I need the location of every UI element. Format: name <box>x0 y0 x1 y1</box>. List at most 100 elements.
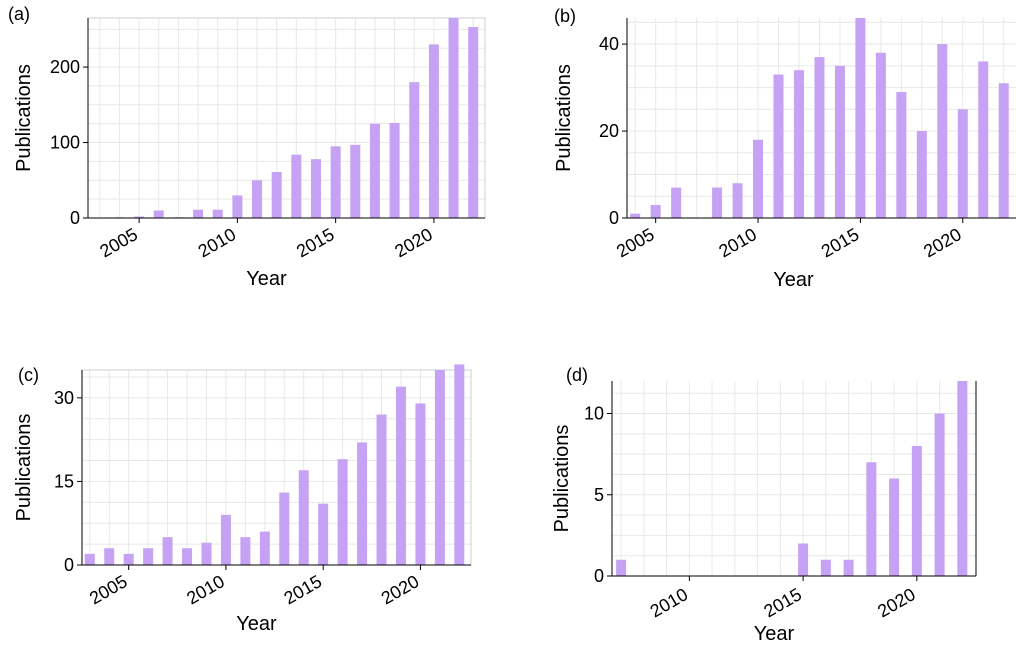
x-tick-label: 2020 <box>378 571 423 608</box>
x-tick-label: 2015 <box>280 571 325 608</box>
bar-2013 <box>291 154 302 218</box>
y-axis-title: Publications <box>551 425 573 533</box>
bar-2015 <box>798 543 809 576</box>
x-tick-label: 2010 <box>715 224 760 261</box>
y-tick-label: 10 <box>584 404 604 424</box>
bar-2015 <box>855 18 866 218</box>
bar-2020 <box>428 44 439 218</box>
bar-2021 <box>934 413 945 576</box>
bar-2022 <box>454 364 465 565</box>
bar-2020 <box>415 403 426 565</box>
y-tick-label: 100 <box>50 133 80 153</box>
bar-2016 <box>875 52 886 218</box>
bar-2017 <box>843 559 854 576</box>
bar-2007 <box>162 537 173 565</box>
bar-2017 <box>357 442 368 565</box>
x-axis-title: Year <box>754 623 795 645</box>
y-axis-title: Publications <box>13 414 35 522</box>
x-tick-label: 2015 <box>818 224 863 261</box>
bar-2020 <box>957 109 968 218</box>
bar-2018 <box>916 131 927 218</box>
bar-2006 <box>143 548 154 565</box>
bar-2006 <box>153 210 164 218</box>
bar-2020 <box>911 446 922 576</box>
y-tick-label: 40 <box>599 34 619 54</box>
bar-2012 <box>271 171 282 218</box>
x-tick-label: 2015 <box>293 224 338 261</box>
bar-2022 <box>468 27 479 218</box>
bar-2019 <box>409 82 420 218</box>
x-axis-title: Year <box>773 269 814 291</box>
plot-frame <box>81 369 472 566</box>
bar-2011 <box>773 74 784 219</box>
y-axis-title: Publications <box>553 64 575 172</box>
bar-2013 <box>279 492 290 565</box>
panel-c-plot: 0 15 30 2005 2010 2015 2020 Year Publications <box>13 364 472 635</box>
panel-a-plot: 0 100 200 2005 2010 2015 2020 Year Publications <box>13 17 486 290</box>
y-tick-label: 0 <box>64 555 74 575</box>
bar-2022 <box>998 83 1009 218</box>
bar-2016 <box>337 459 348 565</box>
bar-2021 <box>978 61 989 219</box>
bar-2014 <box>310 159 321 218</box>
bar-2017 <box>896 91 907 218</box>
x-tick-label: 2010 <box>647 584 692 621</box>
x-tick-label: 2010 <box>183 571 228 608</box>
panel-c-label: (c) <box>18 365 39 385</box>
y-tick-label: 20 <box>599 121 619 141</box>
bar-2011 <box>252 180 263 218</box>
bar-2005 <box>123 553 134 565</box>
bar-2008 <box>712 187 723 218</box>
bar-2014 <box>834 65 845 219</box>
bar-2015 <box>330 146 341 218</box>
bar-2019 <box>395 386 406 565</box>
x-tick-label: 2005 <box>96 224 141 261</box>
x-tick-label: 2005 <box>613 224 658 261</box>
bar-2007 <box>616 559 627 576</box>
bar-2018 <box>389 122 400 218</box>
bar-2005 <box>134 216 145 218</box>
bar-2019 <box>937 44 948 218</box>
y-tick-label: 200 <box>50 57 80 77</box>
y-tick-label: 0 <box>594 566 604 586</box>
bar-2019 <box>889 478 900 576</box>
y-tick-label: 0 <box>609 208 619 228</box>
bar-2010 <box>753 139 764 218</box>
y-tick-label: 30 <box>54 388 74 408</box>
bar-2004 <box>104 548 115 565</box>
bar-2012 <box>793 70 804 218</box>
bar-2010 <box>220 514 231 565</box>
x-axis-title: Year <box>236 613 277 635</box>
panel-a-label: (a) <box>8 4 30 24</box>
x-tick-label: 2020 <box>874 584 919 621</box>
bar-2009 <box>201 542 212 565</box>
bar-2013 <box>814 57 825 219</box>
y-axis-title: Publications <box>13 64 35 172</box>
bar-2010 <box>232 195 243 218</box>
panel-b: (b) 0 20 40 2005 2010 2015 2020 Year Publication… <box>553 6 1016 291</box>
y-tick-label: 15 <box>54 471 74 491</box>
bar-2017 <box>369 123 380 218</box>
x-axis-title: Year <box>246 268 287 290</box>
y-tick-label: 0 <box>70 208 80 228</box>
panel-b-plot: 0 20 40 2005 2010 2015 2020 Year Publications <box>553 18 1016 291</box>
panel-d-label: (d) <box>566 365 588 385</box>
bar-2008 <box>182 548 193 565</box>
x-tick-label: 2020 <box>391 224 436 261</box>
bar-2014 <box>298 470 309 565</box>
panel-d: (d) 0 5 10 2010 2015 2020 Year Publications <box>551 365 977 645</box>
bar-2009 <box>732 183 743 218</box>
bar-2008 <box>193 209 204 218</box>
y-tick-label: 5 <box>594 485 604 505</box>
x-tick-label: 2010 <box>195 224 240 261</box>
x-tick-label: 2015 <box>760 584 805 621</box>
bar-2016 <box>820 559 831 576</box>
bar-2021 <box>434 370 445 565</box>
x-tick-label: 2020 <box>920 224 965 261</box>
bar-2015 <box>318 503 329 565</box>
bar-2018 <box>376 414 387 565</box>
bar-2005 <box>650 204 661 218</box>
bar-2012 <box>259 531 270 565</box>
bar-2016 <box>350 144 361 218</box>
